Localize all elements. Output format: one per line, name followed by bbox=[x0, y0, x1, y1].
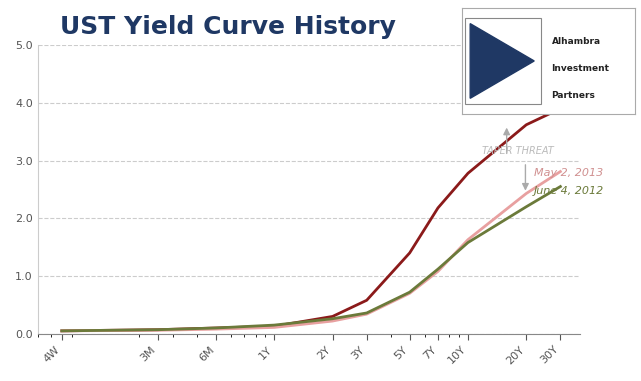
Text: Partners: Partners bbox=[551, 91, 595, 100]
Text: Alhambra: Alhambra bbox=[551, 37, 601, 46]
Text: May 2, 2013: May 2, 2013 bbox=[535, 168, 604, 178]
Text: Nov 20, 2013: Nov 20, 2013 bbox=[535, 105, 610, 115]
Bar bbox=[465, 18, 541, 104]
Text: June 4, 2012: June 4, 2012 bbox=[535, 186, 604, 195]
Text: Investment: Investment bbox=[551, 64, 610, 73]
Title: UST Yield Curve History: UST Yield Curve History bbox=[60, 15, 395, 39]
Polygon shape bbox=[470, 24, 534, 98]
Text: TAPER THREAT: TAPER THREAT bbox=[481, 146, 553, 156]
